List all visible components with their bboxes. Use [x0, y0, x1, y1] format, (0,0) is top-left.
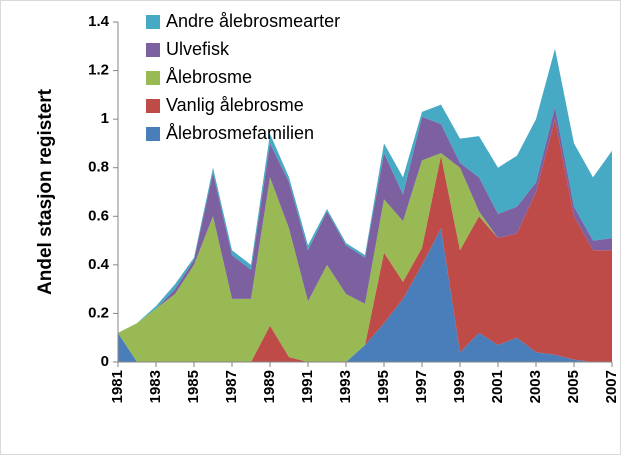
- y-tick-label: 1.4: [88, 13, 110, 30]
- legend-label: Vanlig ålebrosme: [166, 95, 304, 115]
- legend-label: Ålebrosmefamilien: [166, 123, 314, 143]
- x-tick-label: 2007: [603, 370, 620, 403]
- y-tick-label: 0: [101, 353, 109, 370]
- x-tick-label: 1997: [413, 370, 430, 403]
- legend-label: Andre ålebrosmearter: [166, 11, 340, 31]
- x-tick-label: 1995: [375, 370, 392, 403]
- y-tick-label: 1.2: [88, 62, 109, 79]
- x-tick-label: 2001: [489, 370, 506, 403]
- legend-swatch: [146, 71, 160, 85]
- legend-swatch: [146, 127, 160, 141]
- legend: Andre ålebrosmearter Ulvefisk Ålebrosme Van…: [146, 11, 340, 143]
- x-tick-label: 1985: [185, 370, 202, 403]
- legend-swatch: [146, 43, 160, 57]
- y-tick-label: 0.4: [88, 256, 110, 273]
- area: [118, 48, 612, 333]
- legend-swatch: [146, 99, 160, 113]
- y-tick-label: 0.6: [88, 207, 109, 224]
- legend-label: Ulvefisk: [166, 39, 230, 59]
- y-tick-label: 0.8: [88, 159, 109, 176]
- area: [118, 119, 612, 363]
- x-tick-label: 1999: [451, 370, 468, 403]
- x-tick-label: 2005: [565, 370, 582, 403]
- y-axis-label: Andel stasjon registert: [35, 88, 56, 295]
- x-tick-label: 1991: [299, 370, 316, 403]
- y-tick-label: 1: [101, 110, 109, 127]
- area: [118, 119, 612, 363]
- x-tick-label: 1993: [337, 370, 354, 403]
- x-tick-label: 2003: [527, 370, 544, 403]
- x-tick-label: 1981: [109, 370, 126, 403]
- x-tick-label: 1987: [223, 370, 240, 403]
- y-tick-label: 0.2: [88, 304, 109, 321]
- legend-swatch: [146, 15, 160, 29]
- area: [118, 107, 612, 333]
- x-tick-label: 1983: [147, 370, 164, 403]
- x-tick-label: 1989: [261, 370, 278, 403]
- legend-label: Ålebrosme: [166, 67, 252, 87]
